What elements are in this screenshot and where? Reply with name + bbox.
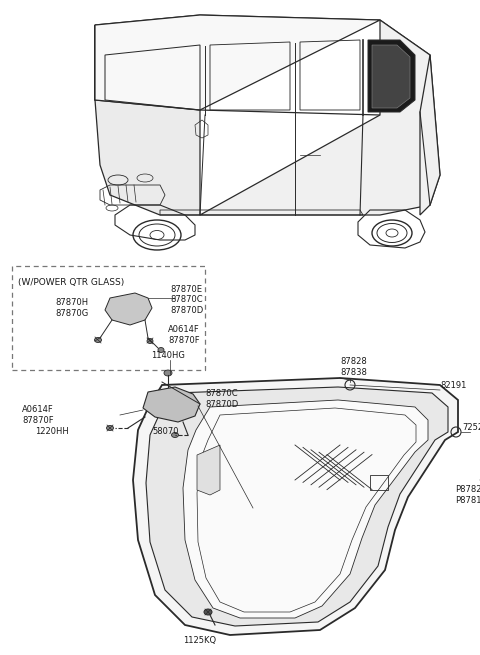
Ellipse shape <box>147 339 153 343</box>
Text: 1220HH: 1220HH <box>35 428 69 436</box>
Text: A0614F
87870F: A0614F 87870F <box>22 405 54 425</box>
Text: 87828
87838: 87828 87838 <box>340 357 367 377</box>
Text: (W/POWER QTR GLASS): (W/POWER QTR GLASS) <box>18 278 124 287</box>
Ellipse shape <box>95 337 101 343</box>
Text: A0614F
87870F: A0614F 87870F <box>168 326 200 345</box>
Text: 87870E
87870C
87870D: 87870E 87870C 87870D <box>170 285 203 315</box>
Ellipse shape <box>171 432 179 438</box>
Text: 58070: 58070 <box>152 428 179 436</box>
Polygon shape <box>197 445 220 495</box>
Text: 1125KQ: 1125KQ <box>183 635 216 645</box>
Polygon shape <box>95 25 200 215</box>
Polygon shape <box>183 400 428 618</box>
Ellipse shape <box>164 370 172 376</box>
Ellipse shape <box>204 609 212 615</box>
Polygon shape <box>368 40 415 112</box>
Text: 1140HG: 1140HG <box>151 352 185 360</box>
Polygon shape <box>95 15 380 110</box>
Polygon shape <box>133 378 458 635</box>
Text: P87820
P87810: P87820 P87810 <box>455 485 480 505</box>
Text: 82191: 82191 <box>440 381 467 390</box>
Polygon shape <box>105 293 152 325</box>
Polygon shape <box>200 20 440 215</box>
Polygon shape <box>372 45 410 108</box>
Polygon shape <box>420 55 440 215</box>
Polygon shape <box>143 387 200 422</box>
Text: 87870H
87870G: 87870H 87870G <box>55 298 88 318</box>
Text: 87870C
87870D: 87870C 87870D <box>205 389 238 409</box>
Ellipse shape <box>107 426 113 430</box>
Ellipse shape <box>158 348 164 352</box>
Text: 72525: 72525 <box>462 424 480 432</box>
Polygon shape <box>146 387 448 626</box>
